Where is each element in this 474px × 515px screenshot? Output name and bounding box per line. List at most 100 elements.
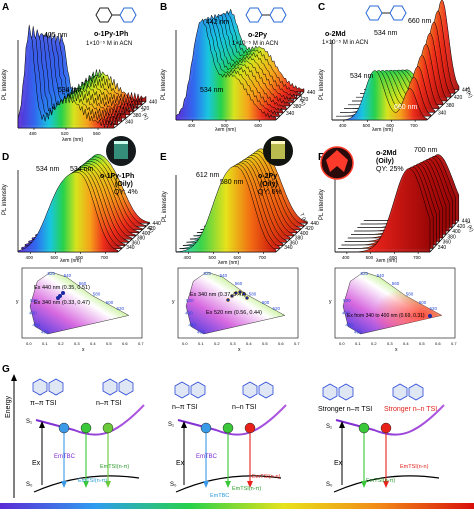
cie-wavelength-label: 480 — [32, 323, 40, 328]
temp-tick-label: 340 — [286, 111, 295, 117]
emission-label: EmTBC — [210, 493, 229, 499]
temp-tick-label: 340 — [438, 245, 447, 251]
exciton-ball — [80, 422, 92, 434]
vial-photo — [106, 136, 136, 166]
cie-annotation: Ex from 340 to 400 nm (0.69, 0.31) — [347, 313, 425, 319]
cie-wavelength-label: 540 — [220, 273, 228, 278]
cie-wavelength-label: 620 — [273, 306, 281, 311]
cie-x-tick: 0.1 — [42, 341, 48, 346]
temp-tick-label: 420 — [305, 226, 314, 232]
cie-wavelength-label: 540 — [64, 273, 72, 278]
cie-point — [233, 290, 239, 296]
temp-tick-label: 400 — [142, 231, 151, 237]
cie-wavelength-label: 490 — [342, 310, 350, 315]
cie-horseshoe — [29, 271, 130, 335]
molecule-sketch — [48, 378, 64, 396]
arrowhead — [181, 421, 187, 428]
cie-wavelength-label: 600 — [262, 300, 270, 305]
s1-label: S₁ — [326, 424, 332, 430]
y-axis-label: PL intensity — [2, 184, 8, 215]
molecule-sketch — [338, 383, 354, 401]
peak-label: 534 nm — [58, 87, 82, 94]
molecule-sketch — [32, 378, 48, 396]
cie-annotation: Ex 520 nm (0.56, 0.44) — [206, 310, 262, 316]
temp-axis-label: T (K) — [296, 94, 306, 107]
emission-label: EmTBC — [54, 454, 76, 460]
x-axis-label: λem (nm) — [372, 127, 393, 133]
exciton-ball — [358, 422, 370, 434]
s0-label: S₀ — [170, 482, 177, 488]
x-axis-label: λem (nm) — [218, 260, 239, 266]
peak-label: 534 nm — [374, 30, 398, 37]
state-label: (Oily) — [376, 158, 394, 165]
cie-wavelength-label: 460 — [41, 330, 49, 335]
temp-tick-label: 400 — [300, 231, 309, 237]
cie-y-label: y — [329, 299, 332, 305]
ex-label: Ex — [334, 460, 343, 467]
s0-label: S₀ — [26, 482, 33, 488]
s0-label: S₀ — [326, 482, 333, 488]
temp-axis-label: T (K) — [298, 212, 308, 225]
x-tick-label: 600 — [76, 255, 84, 260]
x-tick-label: 400 — [26, 255, 34, 260]
temp-tick-label: 340 — [125, 119, 134, 125]
cie-x-tick: 0.2 — [58, 341, 64, 346]
tsi-label: Stronger n–π TSI — [318, 406, 372, 413]
spectrum-trace — [17, 24, 115, 129]
peak-label: 660 nm — [394, 104, 418, 111]
tsi-label: n–n TSI — [232, 404, 256, 411]
ex-label: Ex — [32, 460, 41, 467]
cie-x-tick: 0.7 — [294, 341, 300, 346]
spectrum-trace — [332, 70, 428, 121]
arrowhead — [225, 481, 231, 488]
cie-wavelength-label: 620 — [430, 306, 438, 311]
cie-y-label: y — [172, 299, 175, 305]
concentration: 1×10⁻⁵ M in ACN — [86, 40, 132, 47]
temp-tick-label: 360 — [290, 240, 299, 246]
exciton-ball — [58, 422, 70, 434]
temp-tick-label: 440 — [311, 221, 320, 227]
cie-annotation: Ex 340 nm (0.33, 0.47) — [34, 300, 90, 306]
energy-diagrams — [32, 378, 445, 493]
panel-letter: C — [318, 2, 325, 13]
molecule-structure — [95, 7, 137, 23]
s1-label: S₁ — [168, 422, 174, 428]
molecule-sketch — [408, 383, 424, 401]
ex-label: Ex — [176, 460, 185, 467]
cie-wavelength-label: 480 — [345, 323, 353, 328]
temp-tick-label: 420 — [457, 224, 466, 230]
x-tick-label: 500 — [366, 255, 374, 260]
x-axis-label: λem (nm) — [60, 258, 81, 264]
molecule-sketch — [118, 378, 134, 396]
s1-curve — [177, 404, 287, 436]
molecule-sketch — [322, 383, 338, 401]
cie-x-tick: 0.4 — [246, 341, 252, 346]
cie-y-label: y — [16, 299, 19, 305]
cie-x-label: x — [238, 347, 241, 353]
x-axis-label: λem (nm) — [376, 258, 397, 264]
x-tick-label: 600 — [386, 123, 394, 128]
arrowhead — [39, 421, 45, 428]
peak-label: 442 nm — [206, 19, 230, 26]
molecule-sketch — [102, 378, 118, 396]
exciton-ball — [102, 422, 114, 434]
exciton-ball — [380, 422, 392, 434]
cie-x-label: x — [395, 347, 398, 353]
cie-plot-frame — [21, 267, 143, 339]
cie-wavelength-label: 460 — [354, 330, 362, 335]
cie-wavelength-label: 580 — [93, 292, 101, 297]
x-tick-label: 600 — [389, 255, 397, 260]
cie-x-tick: 0.7 — [138, 341, 144, 346]
arrowhead — [247, 481, 253, 488]
y-axis-label: PL intensity — [319, 69, 325, 100]
x-tick-label: 600 — [234, 255, 242, 260]
